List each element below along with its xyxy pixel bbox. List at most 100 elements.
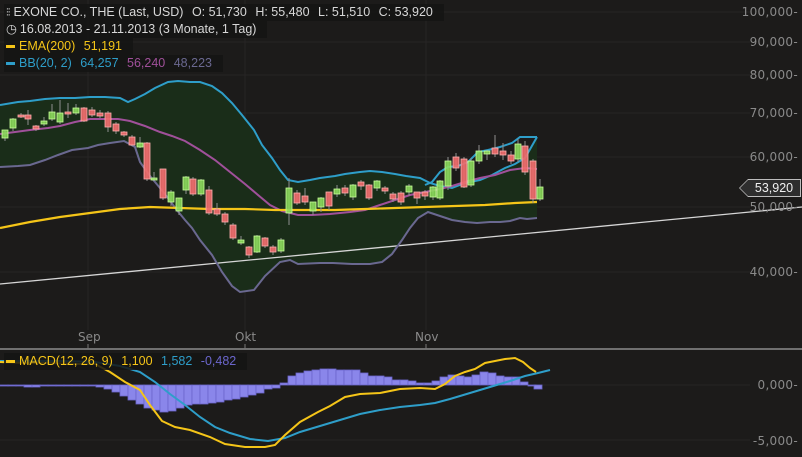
candle[interactable]	[253, 235, 261, 253]
candle[interactable]	[48, 111, 56, 120]
candle[interactable]	[397, 192, 405, 203]
candle[interactable]	[40, 120, 48, 125]
clock-icon[interactable]: ◷	[6, 22, 17, 36]
instrument-title: EXONE CO., THE (Last, USD)	[13, 5, 184, 19]
candle[interactable]	[514, 143, 522, 160]
candle[interactable]	[389, 193, 397, 200]
candle[interactable]	[521, 145, 529, 173]
candle[interactable]	[475, 150, 483, 162]
candle[interactable]	[285, 187, 293, 214]
candle[interactable]	[104, 112, 112, 128]
candle[interactable]	[357, 181, 365, 187]
macd-histogram	[0, 368, 543, 413]
date-range: 16.08.2013 - 21.11.2013 (3 Monate, 1 Tag…	[19, 22, 257, 36]
ema-swatch-icon	[6, 45, 15, 49]
candle[interactable]	[467, 160, 475, 186]
candle[interactable]	[341, 187, 349, 194]
candle[interactable]	[444, 160, 452, 187]
instrument-settings-icon[interactable]: ⫶⫶	[6, 7, 10, 19]
macd-swatch-icon	[6, 360, 15, 364]
candle[interactable]	[405, 185, 413, 193]
candle[interactable]	[507, 154, 515, 162]
x-tick-okt: Okt	[235, 330, 257, 344]
y-tick-60000: 60,000-	[749, 150, 798, 164]
candle[interactable]	[365, 184, 373, 199]
candle[interactable]	[536, 186, 544, 200]
candle[interactable]	[333, 188, 341, 195]
candle[interactable]	[381, 187, 389, 192]
candle[interactable]	[277, 239, 285, 252]
candle[interactable]	[237, 239, 245, 244]
candle[interactable]	[56, 112, 64, 123]
x-tick-sep: Sep	[78, 330, 101, 344]
legend-bb-row[interactable]: BB(20, 2) 64,257 56,240 48,223	[4, 55, 223, 72]
candle[interactable]	[499, 150, 507, 156]
candle[interactable]	[421, 191, 429, 197]
bb-mid-value: 56,240	[127, 56, 166, 70]
candle[interactable]	[167, 191, 175, 203]
bb-label: BB(20, 2)	[19, 56, 72, 70]
candle[interactable]	[88, 109, 96, 116]
candle[interactable]	[205, 189, 213, 214]
candle[interactable]	[112, 123, 120, 132]
last-price-tag: 53,920	[739, 179, 801, 197]
candle[interactable]	[413, 191, 421, 199]
open-value: O: 51,730	[191, 5, 247, 19]
candle[interactable]	[429, 186, 437, 198]
candle[interactable]	[309, 201, 317, 212]
candle[interactable]	[159, 168, 167, 199]
candle[interactable]	[491, 147, 499, 155]
low-value: L: 51,510	[318, 5, 371, 19]
candle[interactable]	[293, 192, 301, 204]
candle[interactable]	[80, 107, 88, 122]
close-value: C: 53,920	[378, 5, 433, 19]
candle[interactable]	[317, 197, 325, 208]
candle[interactable]	[143, 142, 151, 180]
candle[interactable]	[261, 237, 269, 247]
candle[interactable]	[189, 178, 197, 195]
candle[interactable]	[128, 136, 136, 146]
macd-hist-value: -0,482	[200, 354, 237, 368]
trendline[interactable]	[0, 206, 802, 285]
candle[interactable]	[1, 129, 9, 139]
candle[interactable]	[373, 180, 381, 189]
candle[interactable]	[349, 184, 357, 198]
candle[interactable]	[301, 195, 309, 203]
candle[interactable]	[17, 114, 25, 118]
legend-ema-row[interactable]: EMA(200) 51,191	[4, 38, 133, 55]
candle[interactable]	[9, 118, 17, 129]
candle[interactable]	[221, 213, 229, 223]
macd-tick-0: 0,000-	[757, 378, 798, 392]
candle[interactable]	[452, 156, 460, 169]
candle[interactable]	[182, 176, 190, 191]
candle[interactable]	[529, 160, 537, 200]
y-tick-50000: 50,000-	[749, 200, 798, 214]
bollinger-upper-line	[0, 79, 538, 190]
legend-date-row: ◷ 16.08.2013 - 21.11.2013 (3 Monate, 1 Ta…	[4, 21, 268, 38]
candle[interactable]	[229, 224, 237, 239]
candle[interactable]	[64, 111, 72, 115]
candle[interactable]	[483, 150, 491, 155]
candle[interactable]	[213, 208, 221, 215]
candle[interactable]	[460, 158, 468, 188]
candle[interactable]	[24, 114, 32, 120]
y-tick-40000: 40,000-	[749, 265, 798, 279]
candle[interactable]	[32, 125, 40, 130]
candle[interactable]	[150, 177, 158, 181]
y-tick-90000: 90,000-	[749, 35, 798, 49]
candle[interactable]	[436, 180, 444, 199]
candle[interactable]	[197, 179, 205, 195]
candle[interactable]	[269, 246, 277, 253]
candle[interactable]	[245, 246, 253, 256]
x-tick-nov: Nov	[415, 330, 439, 344]
candle[interactable]	[120, 131, 128, 136]
legend-macd-row[interactable]: MACD(12, 26, 9) 1,100 1,582 -0,482	[4, 353, 248, 370]
candle[interactable]	[96, 112, 104, 117]
candle[interactable]	[325, 191, 333, 207]
candle[interactable]	[175, 197, 183, 212]
candle[interactable]	[136, 142, 144, 148]
y-tick-70000: 70,000-	[749, 106, 798, 120]
candle[interactable]	[72, 107, 80, 114]
macd-value: 1,100	[121, 354, 153, 368]
